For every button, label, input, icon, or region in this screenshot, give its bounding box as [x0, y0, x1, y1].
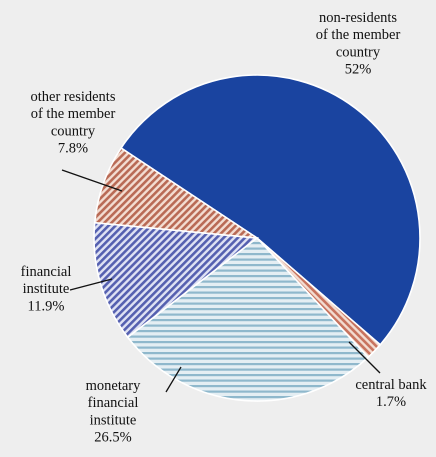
slice-label-line: institute — [23, 281, 70, 297]
slice-label-line: institute — [90, 412, 137, 428]
slice-label-line: financial — [88, 395, 139, 411]
slice-label-line: financial — [21, 264, 72, 280]
slice-label-monetary-financial-institute: monetary financial institute 26.5% — [86, 378, 142, 446]
slice-label-line: country — [336, 44, 381, 60]
slice-value-central-bank: 1.7% — [376, 394, 406, 410]
slice-label-other-residents: other residents of the member country 7.8% — [31, 89, 116, 157]
slice-label-central-bank: central bank 1.7% — [355, 377, 427, 410]
pie-slice-other-residents — [93, 146, 258, 239]
leader-lines — [61, 169, 381, 393]
slice-label-line: of the member — [316, 27, 401, 43]
slice-value-monetary-financial-institute: 26.5% — [94, 430, 131, 446]
slice-value-financial-institute: 11.9% — [28, 298, 65, 314]
slice-label-line: of the member — [31, 106, 116, 122]
slice-labels: non-residents of the member country 52%cent… — [21, 10, 428, 446]
slice-value-other-residents: 7.8% — [58, 141, 88, 157]
pie-slice-monetary-financial-institute — [126, 236, 370, 402]
slice-value-non-residents: 52% — [345, 62, 372, 78]
slice-label-line: monetary — [86, 378, 142, 394]
pie-slice-financial-institute — [93, 221, 260, 339]
slice-label-line: central bank — [355, 377, 427, 393]
slice-label-non-residents: non-residents of the member country 52% — [316, 10, 401, 78]
pie-slice-non-residents — [119, 74, 421, 346]
slice-label-line: country — [51, 123, 96, 139]
pie-slices — [93, 74, 421, 402]
leader-line-monetary-financial-institute — [165, 366, 182, 393]
leader-line-other-residents — [61, 169, 123, 192]
slice-label-line: non-residents — [319, 10, 397, 26]
slice-label-financial-institute: financial institute 11.9% — [21, 264, 72, 314]
leader-line-central-bank — [348, 341, 381, 374]
slice-label-line: other residents — [31, 89, 116, 105]
leader-line-financial-institute — [69, 278, 113, 291]
